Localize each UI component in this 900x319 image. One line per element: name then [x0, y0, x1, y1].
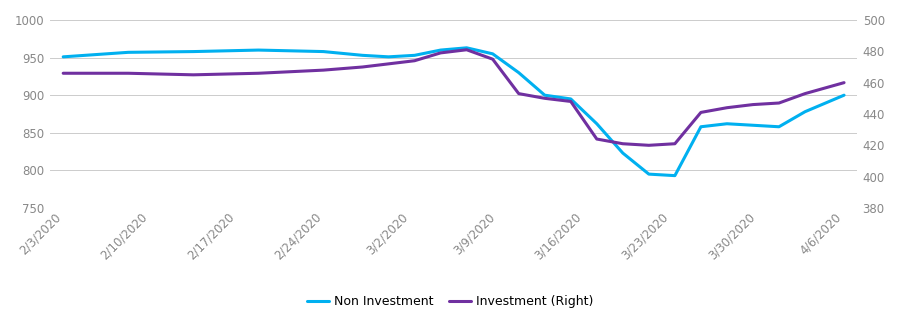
Legend: Non Investment, Investment (Right): Non Investment, Investment (Right): [302, 290, 598, 313]
